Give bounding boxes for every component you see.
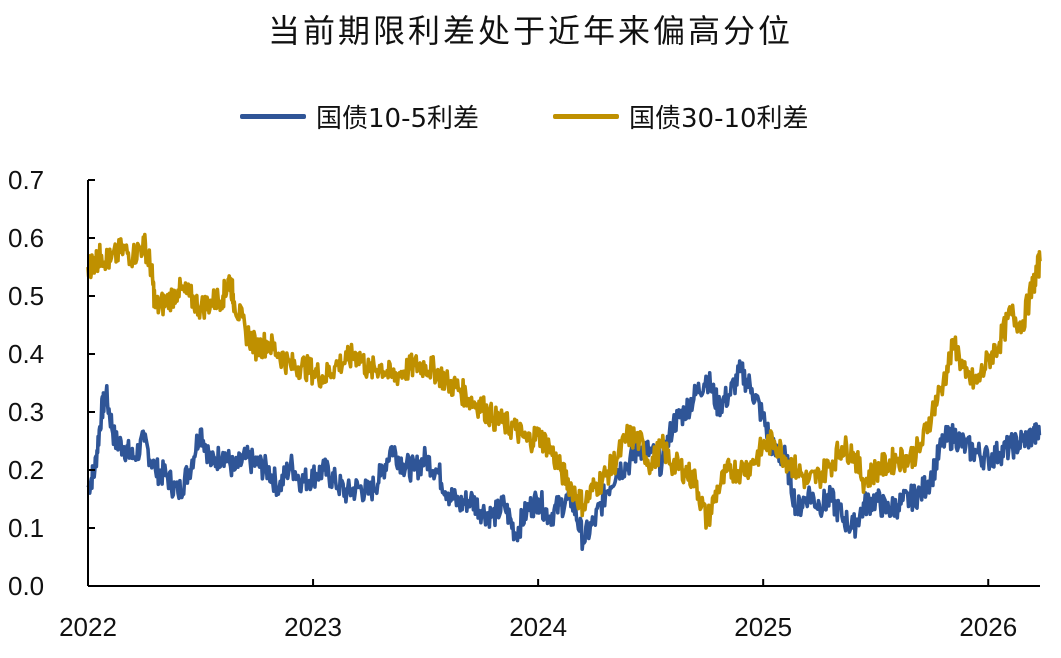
x-tick-label: 2023 (284, 612, 342, 642)
series-layer (86, 232, 1042, 551)
legend-item-10-5: 国债10-5利差 (240, 98, 479, 135)
legend-swatch-30-10 (553, 114, 619, 119)
series-line-10-5 (86, 359, 1042, 551)
legend-swatch-10-5 (240, 114, 306, 119)
y-tick-label: 0.2 (8, 455, 44, 485)
x-tick-label: 2025 (734, 612, 792, 642)
legend-label-30-10: 国债30-10利差 (629, 104, 809, 134)
x-tick-label: 2024 (509, 612, 567, 642)
series-line-30-10 (86, 232, 1042, 530)
x-tick-label: 2022 (59, 612, 117, 642)
chart-title: 当前期限利差处于近年来偏高分位 (267, 12, 793, 50)
y-tick-label: 0.1 (8, 513, 44, 543)
y-tick-label: 0.5 (8, 281, 44, 311)
y-tick-label: 0.4 (8, 339, 44, 369)
axis-layer: 0.0 0.1 0.2 0.3 0.4 0.5 0.6 0.7 2022 2023 2024 2025… (8, 165, 1040, 642)
chart-legend: 国债10-5利差 国债30-10利差 (0, 98, 1061, 138)
y-tick-label: 0.3 (8, 397, 44, 427)
legend-item-30-10: 国债30-10利差 (553, 98, 809, 135)
legend-label-10-5: 国债10-5利差 (316, 104, 480, 134)
x-tick-label: 2026 (959, 612, 1017, 642)
y-tick-label: 0.0 (8, 571, 44, 601)
y-tick-label: 0.6 (8, 223, 44, 253)
y-tick-label: 0.7 (8, 165, 44, 195)
